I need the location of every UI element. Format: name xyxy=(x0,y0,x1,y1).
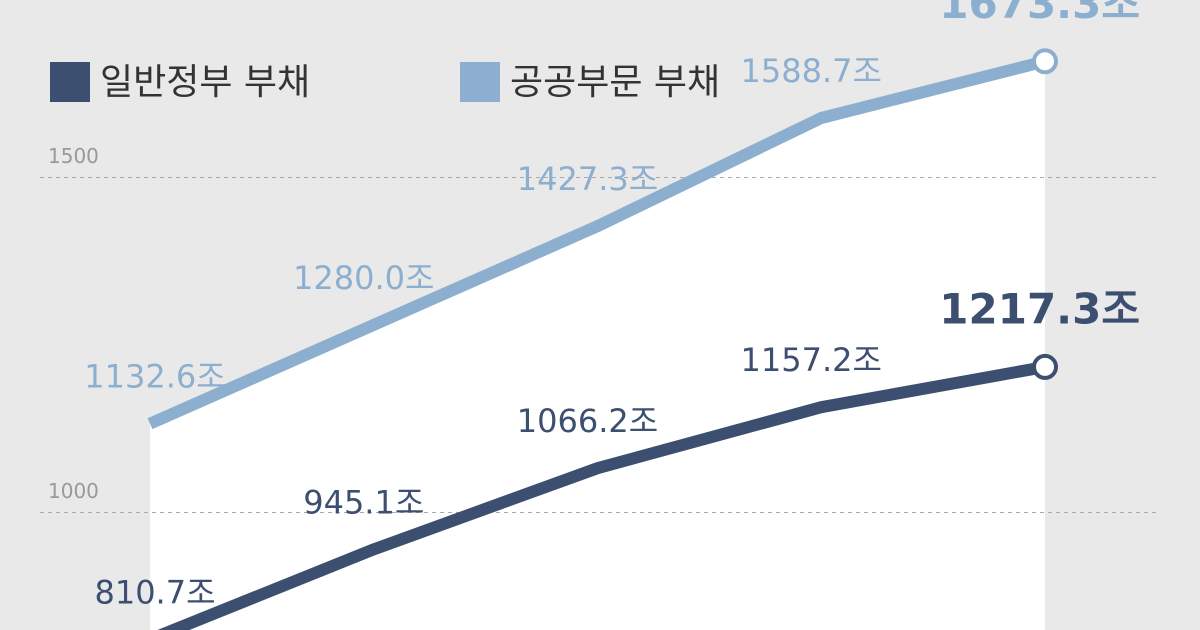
value-label: 945.1조 xyxy=(303,483,424,521)
legend-label: 공공부문 부채 xyxy=(510,62,720,103)
point xyxy=(1032,48,1058,75)
y-tick-label: 1000 xyxy=(48,479,99,503)
line xyxy=(157,361,1047,630)
value-label: 1280.0조 xyxy=(293,259,434,297)
value-label: 1066.2조 xyxy=(517,402,658,440)
value-label: 1588.7조 xyxy=(741,52,882,90)
value-label: 810.7조 xyxy=(94,573,215,611)
area-fill xyxy=(150,61,1045,630)
value-label: 1673.3조 xyxy=(939,0,1140,28)
value-label: 1157.2조 xyxy=(741,341,882,379)
value-label: 1132.6조 xyxy=(84,358,225,396)
legend-swatch xyxy=(50,62,90,102)
value-label: 1217.3조 xyxy=(939,284,1140,333)
value-label: 1427.3조 xyxy=(517,160,658,198)
legend-label: 일반정부 부채 xyxy=(100,62,310,103)
y-tick-label: 1500 xyxy=(48,144,99,168)
legend-swatch xyxy=(460,62,500,102)
point xyxy=(1032,353,1058,380)
line xyxy=(147,55,1047,430)
